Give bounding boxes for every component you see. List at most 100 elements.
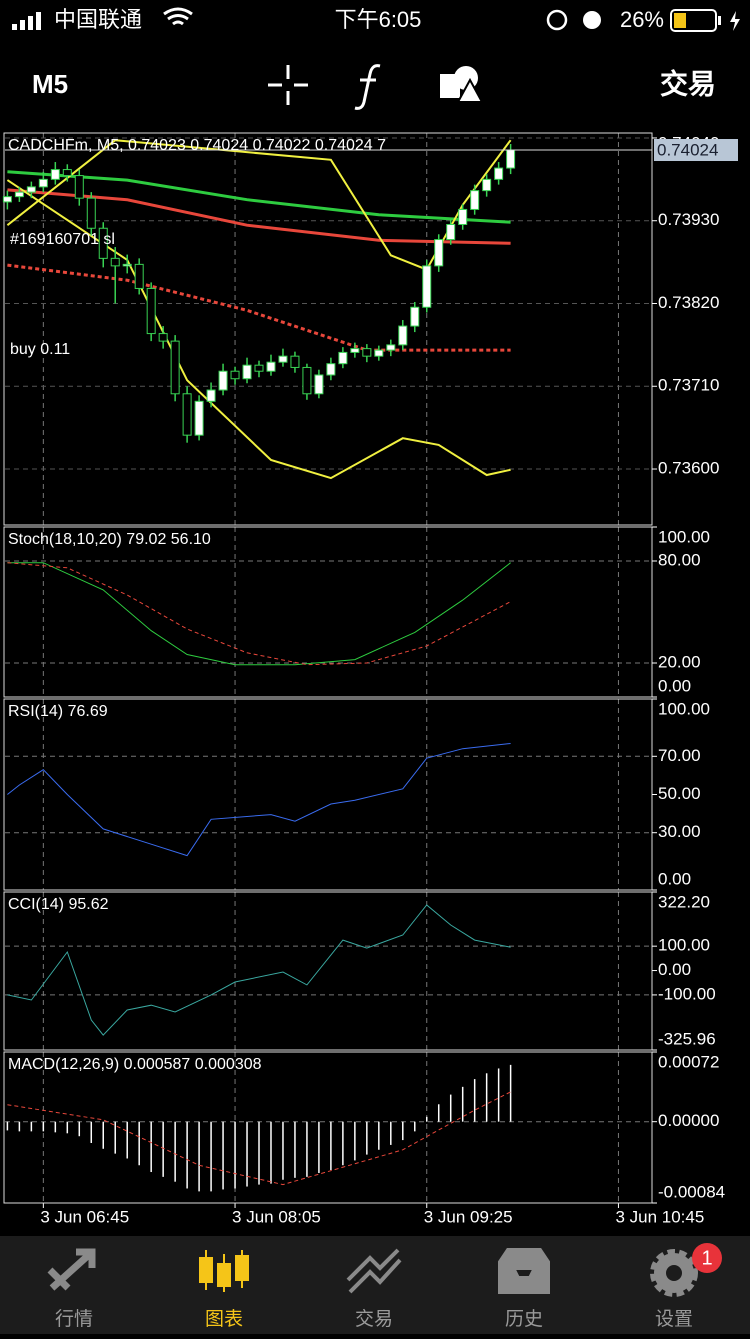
candle-body bbox=[314, 374, 324, 395]
candle-body bbox=[26, 186, 36, 193]
badge-count: 1 bbox=[701, 1247, 712, 1269]
indicator-line bbox=[7, 170, 511, 224]
pane-title: RSI(14) 76.69 bbox=[8, 703, 108, 720]
indicator-line bbox=[7, 188, 511, 245]
y-tick-label: 322.20 bbox=[658, 892, 710, 911]
tab-label[interactable]: 交易 bbox=[355, 1308, 393, 1330]
y-tick-label: 70.00 bbox=[658, 746, 701, 765]
candle-body bbox=[230, 370, 240, 380]
candle-body bbox=[254, 364, 264, 372]
y-tick-label: -325.96 bbox=[658, 1029, 716, 1048]
candle-body bbox=[182, 393, 192, 436]
candle-body bbox=[470, 190, 480, 210]
annotation: buy 0.11 bbox=[10, 341, 70, 358]
indicator-button[interactable] bbox=[354, 64, 381, 110]
candle-body bbox=[242, 364, 252, 380]
y-tick-label: 100.00 bbox=[658, 527, 710, 546]
candle-body bbox=[110, 257, 120, 267]
y-tick-label: 0.73930 bbox=[658, 210, 719, 229]
indicator-line bbox=[7, 904, 511, 1036]
tab-label[interactable]: 设置 bbox=[655, 1308, 693, 1330]
candle-body bbox=[14, 191, 24, 198]
indicator-line bbox=[7, 562, 511, 666]
x-tick-label: 3 Jun 09:25 bbox=[424, 1207, 513, 1226]
last-price-label: 0.74024 bbox=[657, 140, 718, 159]
last-price-box bbox=[654, 139, 738, 162]
candle-body bbox=[74, 175, 84, 199]
wifi-icon bbox=[163, 7, 193, 26]
pane-title: MACD(12,26,9) 0.000587 0.000308 bbox=[8, 1056, 262, 1073]
pane-border bbox=[3, 526, 653, 698]
signal-icon bbox=[12, 12, 41, 30]
annotation: #169160701 sl bbox=[10, 231, 115, 248]
candle-body bbox=[458, 208, 468, 225]
candle-body bbox=[218, 370, 228, 391]
trade-icon[interactable] bbox=[346, 1248, 402, 1294]
y-tick-label: -0.00084 bbox=[658, 1182, 725, 1201]
y-tick-label: 0.00 bbox=[658, 676, 691, 695]
candle-body bbox=[506, 149, 516, 169]
pane-border bbox=[3, 1051, 653, 1204]
y-tick-label: 20.00 bbox=[658, 652, 701, 671]
y-tick-label: 0.73820 bbox=[658, 293, 719, 312]
candle-body bbox=[410, 306, 420, 327]
candle-body bbox=[86, 197, 96, 229]
settings-icon[interactable] bbox=[650, 1249, 698, 1297]
candle-body bbox=[62, 169, 72, 177]
objects-button[interactable] bbox=[440, 66, 484, 103]
candle-body bbox=[446, 223, 456, 241]
pane-title: CCI(14) 95.62 bbox=[8, 896, 109, 913]
tab-label[interactable]: 行情 bbox=[55, 1308, 93, 1330]
candle-body bbox=[122, 263, 132, 267]
y-tick-label: 100.00 bbox=[658, 699, 710, 718]
y-tick-label: 0.73710 bbox=[658, 376, 719, 395]
pane-title: Stoch(18,10,20) 79.02 56.10 bbox=[8, 531, 211, 548]
tab-label[interactable]: 历史 bbox=[505, 1308, 543, 1330]
candle-body bbox=[374, 349, 384, 357]
candle-body bbox=[350, 348, 360, 353]
tab-label[interactable]: 图表 bbox=[205, 1308, 243, 1330]
chart-icon[interactable] bbox=[199, 1250, 249, 1292]
y-tick-label: 0.00072 bbox=[658, 1052, 719, 1071]
y-tick-label: 80.00 bbox=[658, 550, 701, 569]
candle-body bbox=[386, 344, 396, 351]
candle-body bbox=[266, 361, 276, 372]
x-tick-label: 3 Jun 06:45 bbox=[40, 1207, 129, 1226]
y-tick-label: -100.00 bbox=[658, 984, 716, 1003]
pane-title: CADCHFm, M5, 0.74023 0.74024 0.74022 0.7… bbox=[8, 137, 386, 154]
x-tick-label: 3 Jun 08:05 bbox=[232, 1207, 321, 1226]
lock-icon bbox=[546, 9, 568, 31]
candle-body bbox=[50, 169, 60, 180]
y-tick-label: 50.00 bbox=[658, 784, 701, 803]
candle-body bbox=[194, 400, 204, 436]
candle-body bbox=[278, 355, 288, 363]
x-tick-label: 3 Jun 10:45 bbox=[615, 1207, 704, 1226]
candle-body bbox=[98, 227, 108, 259]
candle-body bbox=[434, 239, 444, 267]
candle-body bbox=[362, 348, 372, 357]
candle-body bbox=[422, 265, 432, 308]
candle-body bbox=[302, 366, 312, 395]
history-icon[interactable] bbox=[498, 1248, 550, 1294]
indicator-line bbox=[7, 1091, 511, 1186]
trade-button[interactable]: 交易 bbox=[660, 67, 716, 99]
candle-body bbox=[146, 287, 156, 335]
battery-percent: 26% bbox=[620, 7, 664, 32]
candle-body bbox=[494, 167, 504, 180]
candle-body bbox=[290, 355, 300, 368]
candle-body bbox=[38, 178, 48, 188]
candle-body bbox=[2, 196, 12, 203]
quotes-icon[interactable] bbox=[47, 1248, 96, 1291]
battery-icon bbox=[670, 9, 740, 32]
candle-body bbox=[398, 325, 408, 346]
pane-border bbox=[3, 132, 653, 526]
crosshair-button[interactable] bbox=[268, 65, 308, 105]
y-tick-label: 0.73600 bbox=[658, 459, 719, 478]
timeframe[interactable]: M5 bbox=[32, 69, 68, 99]
badge bbox=[692, 1243, 722, 1273]
candle-body bbox=[338, 351, 348, 365]
indicator-line bbox=[7, 562, 511, 666]
candle-body bbox=[206, 389, 216, 402]
